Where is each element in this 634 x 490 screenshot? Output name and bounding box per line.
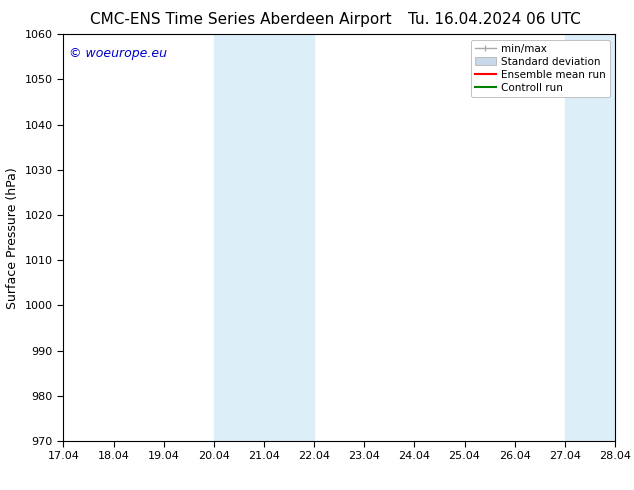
Text: © woeurope.eu: © woeurope.eu <box>69 47 167 59</box>
Y-axis label: Surface Pressure (hPa): Surface Pressure (hPa) <box>6 167 19 309</box>
Text: CMC-ENS Time Series Aberdeen Airport: CMC-ENS Time Series Aberdeen Airport <box>90 12 392 27</box>
Bar <box>565 34 615 441</box>
Bar <box>214 34 314 441</box>
Legend: min/max, Standard deviation, Ensemble mean run, Controll run: min/max, Standard deviation, Ensemble me… <box>470 40 610 97</box>
Text: Tu. 16.04.2024 06 UTC: Tu. 16.04.2024 06 UTC <box>408 12 581 27</box>
